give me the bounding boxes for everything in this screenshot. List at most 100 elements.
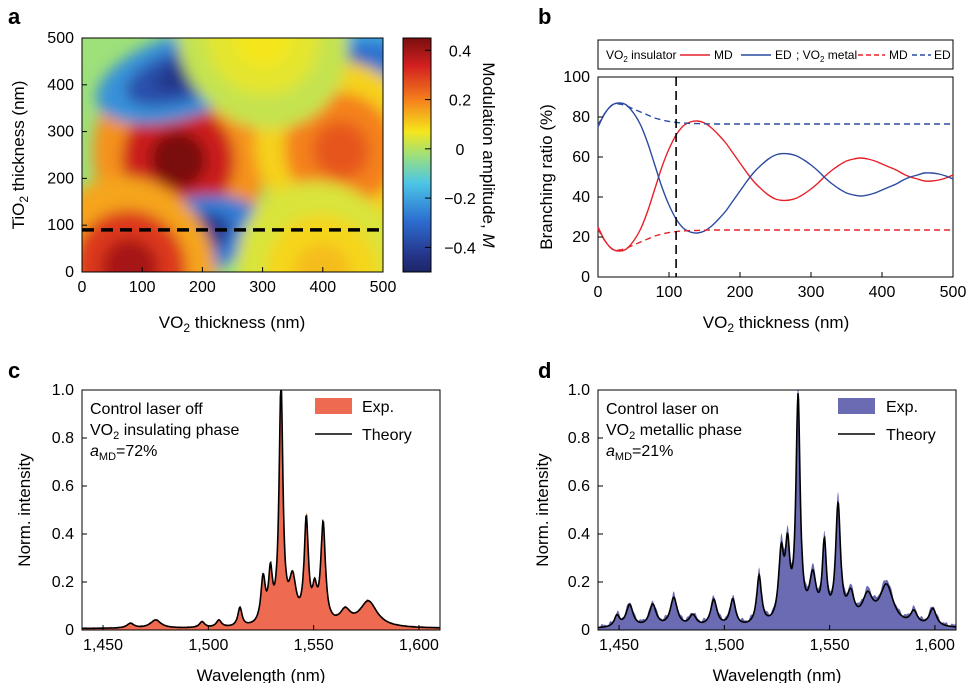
- panel-letter-d: d: [538, 358, 551, 383]
- x-tick-label: 500: [370, 279, 397, 296]
- spectrum-panel-d: 1,450 1,500 1,550 1,600 0 0.2 0.4 0.6 0.8 1.0 Con…: [533, 382, 957, 683]
- axes-frame-c: [81, 389, 441, 631]
- y-tick-label: 0: [65, 264, 74, 281]
- y-tick-label: 0.4: [52, 526, 74, 543]
- annotation-c-line2: VO2 insulating phase: [90, 422, 239, 442]
- y-tick-label: 400: [47, 77, 74, 94]
- panel-letter-a: a: [8, 4, 21, 29]
- series-ed-metal: [597, 103, 953, 126]
- colorbar-tick-label: 0.2: [449, 93, 471, 110]
- y-tick-label: 60: [572, 149, 590, 166]
- y-tick-label: 0.2: [568, 574, 590, 591]
- colorbar-tick-label: −0.4: [444, 240, 476, 257]
- y-axis-label-b: Branching ratio (%): [537, 104, 556, 250]
- colorbar: [402, 37, 432, 273]
- colorbar-tick-label: −0.2: [444, 191, 476, 208]
- legend-md-metal-text: MD: [889, 48, 908, 62]
- x-axis-label-c: Wavelength (nm): [197, 666, 326, 683]
- heatmap-halo: [237, 181, 383, 272]
- x-tick-label: 0: [78, 279, 87, 296]
- annotation-d-line1: Control laser on: [606, 401, 719, 418]
- axes-frame-b: [597, 76, 954, 278]
- y-tick-label: 1.0: [568, 382, 590, 399]
- spectrum-panel-c: 1,450 1,500 1,550 1,600 0 0.2 0.4 0.6 0.8 1.0 Con…: [15, 382, 441, 683]
- theory-spectrum-line-c: [82, 390, 440, 630]
- y-tick-label: 100: [563, 69, 590, 86]
- legend-b: VO2 insulator MD ED ; VO2 metal MD ED: [606, 48, 951, 64]
- legend-md-insulator-text: MD: [714, 48, 733, 62]
- y-tick-label: 0.2: [52, 574, 74, 591]
- x-axis-label-b: VO2 thickness (nm): [703, 313, 850, 335]
- y-tick-label: 0.4: [568, 526, 590, 543]
- y-tick-label: 0: [65, 622, 74, 639]
- y-tick-label: 20: [572, 229, 590, 246]
- y-tick-label: 200: [47, 170, 74, 187]
- x-tick-label: 1,550: [294, 637, 334, 654]
- series-ed-insulator: [597, 102, 954, 234]
- colorbar-tick-label: 0.4: [449, 43, 471, 60]
- x-tick-label: 300: [249, 279, 276, 296]
- heatmap-panel-a: 0 100 200 300 400 500 0 100 200 300 400 500 VO2 thi…: [9, 30, 498, 335]
- x-tick-label: 1,450: [599, 637, 639, 654]
- heatmap-blobs: [82, 38, 383, 272]
- y-tick-label: 0.6: [568, 478, 590, 495]
- line-panel-b: VO2 insulator MD ED ; VO2 metal MD ED 0 1…: [537, 39, 967, 335]
- y-tick-label: 0: [581, 269, 590, 286]
- x-tick-label: 1,500: [704, 637, 744, 654]
- legend-ed-metal-text: ED: [934, 48, 951, 62]
- y-tick-label: 0.8: [52, 430, 74, 447]
- annotation-c-line3: aMD=72%: [90, 443, 157, 463]
- series-md-metal: [597, 228, 953, 251]
- heatmap-core: [312, 121, 370, 180]
- legend-exp-text-c: Exp.: [362, 399, 394, 416]
- x-tick-label: 300: [798, 284, 825, 301]
- x-tick-label: 1,600: [915, 637, 955, 654]
- y-tick-label: 1.0: [52, 382, 74, 399]
- x-axis-label-d: Wavelength (nm): [713, 666, 842, 683]
- series-md-insulator: [597, 120, 954, 252]
- colorbar-tick-label: 0: [456, 142, 465, 159]
- heatmap-core: [102, 238, 159, 272]
- x-tick-label: 0: [594, 284, 603, 301]
- axes-frame-a: [81, 37, 384, 273]
- y-tick-label: 100: [47, 217, 74, 234]
- x-tick-label: 1,600: [399, 637, 439, 654]
- x-tick-label: 1,500: [188, 637, 228, 654]
- legend-metal-label: ; VO2 metal: [796, 48, 857, 64]
- theory-spectrum-line-d: [598, 393, 956, 629]
- heatmap-halo: [176, 38, 349, 129]
- y-tick-label: 500: [47, 30, 74, 47]
- y-tick-label: 0: [581, 622, 590, 639]
- x-tick-label: 100: [656, 284, 683, 301]
- x-axis-label-a: VO2 thickness (nm): [159, 313, 306, 335]
- x-tick-label: 400: [869, 284, 896, 301]
- y-tick-label: 300: [47, 124, 74, 141]
- y-axis-label-c: Norm. intensity: [15, 453, 34, 567]
- y-axis-label-a: TiO2 thickness (nm): [9, 81, 31, 230]
- y-tick-label: 0.8: [568, 430, 590, 447]
- panel-letter-c: c: [8, 358, 20, 383]
- legend-theory-text-c: Theory: [362, 427, 412, 444]
- axes-frame-d: [597, 389, 957, 631]
- x-tick-label: 100: [129, 279, 156, 296]
- legend-exp-text-d: Exp.: [886, 399, 918, 416]
- annotation-d-line3: aMD=21%: [606, 443, 673, 463]
- heatmap-core: [234, 38, 291, 67]
- legend-box-b: [597, 39, 954, 70]
- y-axis-label-d: Norm. intensity: [533, 453, 552, 567]
- x-tick-label: 200: [727, 284, 754, 301]
- y-tick-label: 40: [572, 189, 590, 206]
- annotation-d-line2: VO2 metallic phase: [606, 422, 742, 442]
- x-tick-label: 1,450: [83, 637, 123, 654]
- legend-theory-text-d: Theory: [886, 427, 936, 444]
- legend-insulator-label: VO2 insulator: [606, 48, 677, 64]
- heatmap-core: [150, 130, 207, 189]
- x-tick-label: 400: [309, 279, 336, 296]
- legend-exp-swatch-d: [838, 398, 875, 414]
- annotation-c-line1: Control laser off: [90, 401, 203, 418]
- panel-letter-b: b: [538, 4, 551, 29]
- y-tick-label: 80: [572, 109, 590, 126]
- x-tick-label: 500: [940, 284, 967, 301]
- legend-exp-swatch-c: [315, 398, 352, 414]
